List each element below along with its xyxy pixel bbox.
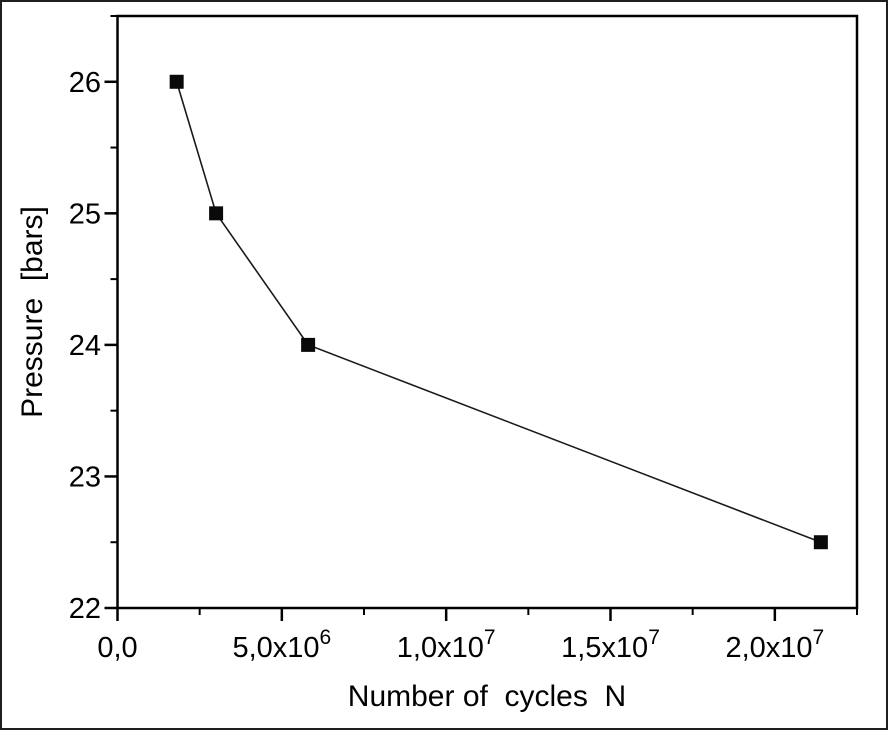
y-tick-label: 22 [69,593,101,625]
y-tick-label: 25 [69,198,101,230]
plot-frame [116,14,859,610]
data-point-marker [813,535,828,550]
x-tick-label: 1,0x107 [397,626,496,664]
x-tick-label: 0,0 [97,632,137,664]
y-tick-label: 24 [69,330,101,362]
y-tick-label: 23 [69,461,101,493]
data-line [175,81,822,543]
plot-area: 0,0 5,0x106 1,0x107 1,5x107 2,0x107 22 23 24 25 2… [69,14,859,664]
x-tick-label: 2,0x107 [725,626,824,664]
y-tick-label: 26 [69,67,101,99]
data-point-marker [209,206,224,221]
x-axis-label: Number of cycles N [348,680,626,713]
data-point-marker [301,337,316,352]
data-point-marker [169,74,184,89]
x-tick-label: 5,0x106 [232,626,331,664]
y-axis-label: Pressure [bars] [16,206,49,418]
x-tick-label: 1,5x107 [561,626,660,664]
